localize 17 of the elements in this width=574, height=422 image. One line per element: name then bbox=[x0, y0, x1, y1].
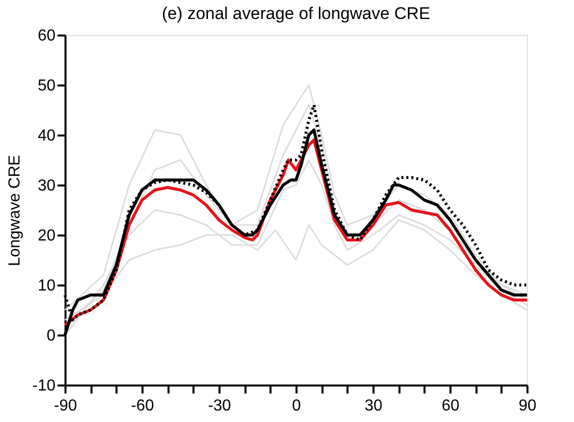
x-tick-label: 0 bbox=[292, 398, 302, 414]
y-tick-label: 60 bbox=[38, 28, 56, 44]
x-tick-label: 60 bbox=[442, 398, 460, 414]
y-axis-title: Longwave CRE bbox=[6, 154, 24, 266]
y-tick-label: 10 bbox=[38, 278, 56, 294]
x-tick-label: 90 bbox=[518, 398, 536, 414]
x-tick-label: -30 bbox=[208, 398, 232, 414]
x-tick-label: -60 bbox=[130, 398, 154, 414]
y-tick-label: 30 bbox=[38, 178, 56, 194]
chart-title: (e) zonal average of longwave CRE bbox=[162, 4, 430, 23]
y-tick-label: 20 bbox=[38, 228, 56, 244]
x-tick-label: 30 bbox=[364, 398, 382, 414]
y-tick-label: 50 bbox=[38, 78, 56, 94]
y-tick-label: 40 bbox=[38, 128, 56, 144]
y-tick-label: -10 bbox=[32, 378, 56, 394]
x-tick-label: -90 bbox=[54, 398, 78, 414]
y-tick-label: 0 bbox=[46, 328, 56, 344]
